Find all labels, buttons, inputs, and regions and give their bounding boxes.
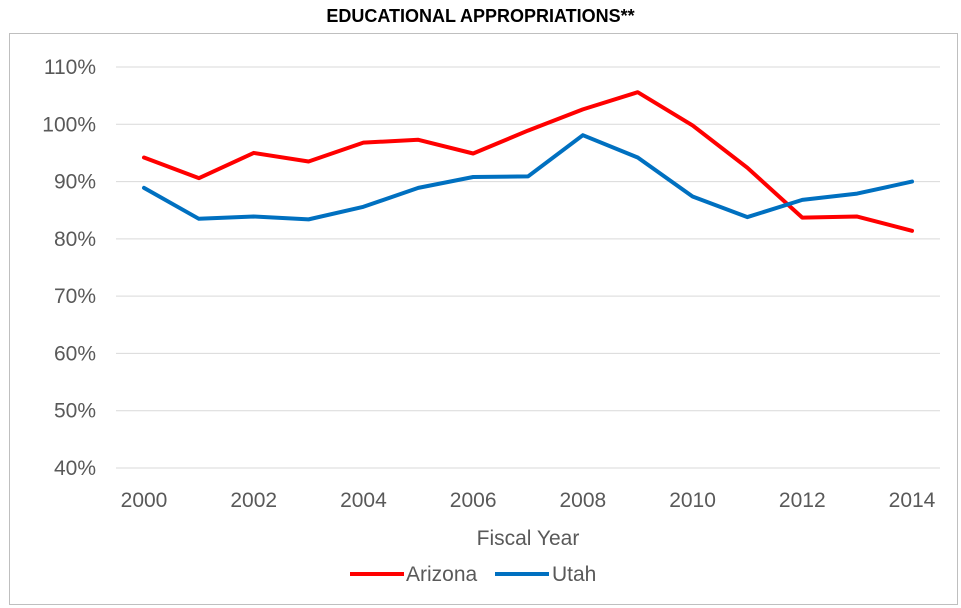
legend-label: Utah	[552, 563, 596, 586]
x-tick-label: 2014	[889, 489, 936, 512]
legend-label: Arizona	[406, 563, 478, 586]
x-tick-label: 2012	[779, 489, 826, 512]
series-lines	[142, 90, 914, 233]
x-tick-label: 2004	[340, 489, 387, 512]
x-axis-tick-labels: 2000 2002 2004 2006 2008 2010 2012 2014	[121, 489, 936, 512]
y-tick-label: 50%	[54, 400, 96, 423]
series-line-utah	[142, 133, 914, 222]
x-tick-label: 2008	[559, 489, 606, 512]
y-axis-tick-labels: 40% 50% 60% 70% 80% 90% 100% 110%	[42, 56, 96, 480]
x-tick-label: 2006	[450, 489, 497, 512]
y-tick-label: 110%	[44, 56, 96, 79]
chart-title: EDUCATIONAL APPROPRIATIONS**	[326, 6, 635, 26]
legend: Arizona Utah	[350, 563, 596, 586]
y-tick-label: 100%	[42, 113, 96, 136]
y-tick-label: 90%	[54, 171, 96, 194]
x-tick-label: 2010	[669, 489, 716, 512]
y-tick-label: 70%	[54, 285, 96, 308]
x-tick-label: 2002	[230, 489, 277, 512]
chart-frame	[9, 33, 958, 605]
y-tick-label: 40%	[54, 457, 96, 480]
y-tick-label: 80%	[54, 228, 96, 251]
x-axis-label: Fiscal Year	[477, 527, 580, 550]
x-tick-label: 2000	[121, 489, 168, 512]
y-tick-label: 60%	[54, 342, 96, 365]
gridlines	[116, 66, 940, 469]
series-line-arizona	[142, 90, 914, 233]
